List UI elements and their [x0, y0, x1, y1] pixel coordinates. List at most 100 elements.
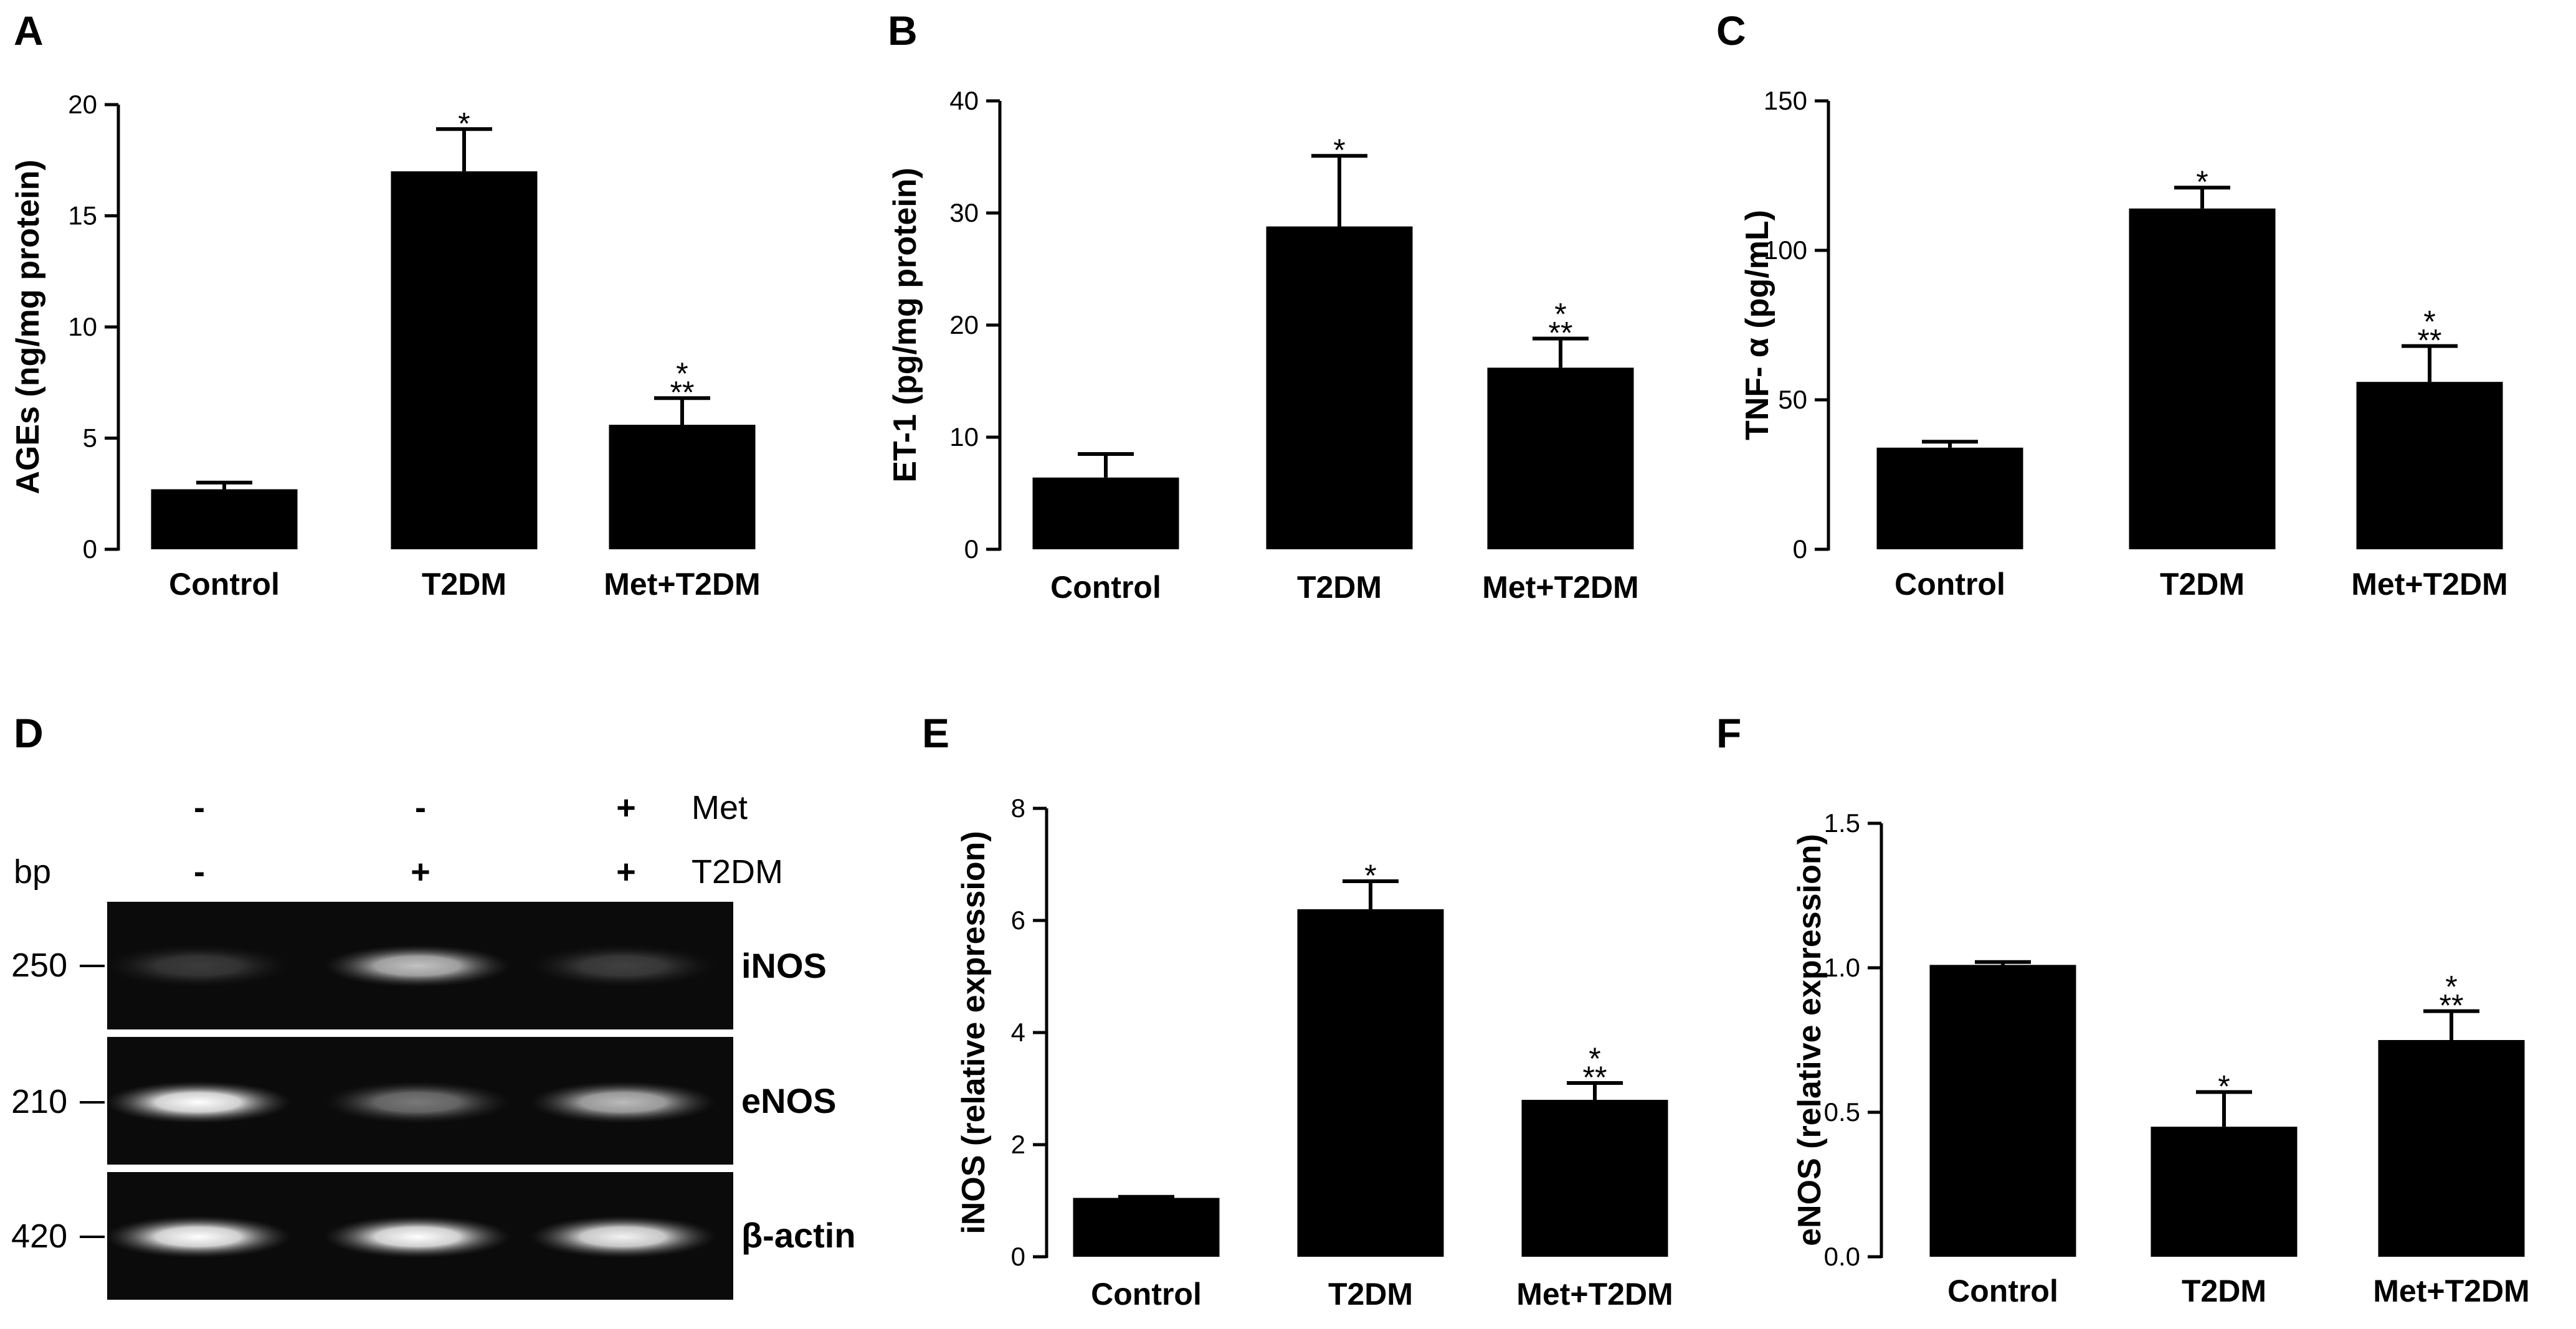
significance-marker: * [2218, 1069, 2230, 1104]
bar-met-t2dm [2356, 382, 2503, 549]
bar-control [1032, 477, 1179, 549]
gel-gene-inos: iNOS [741, 946, 827, 985]
category-label: T2DM [422, 567, 506, 602]
y-tick-label: 0.5 [1824, 1097, 1860, 1127]
gel-met-label: Met [692, 789, 748, 826]
y-tick-label: 100 [1764, 235, 1807, 265]
category-label: Control [1947, 1274, 2058, 1308]
panel-letter-a: A [14, 7, 44, 54]
y-tick-label: 20 [949, 310, 979, 339]
y-tick-label: 0 [1011, 1242, 1025, 1271]
bar-t2dm [1266, 226, 1413, 550]
y-tick-label: 50 [1778, 385, 1807, 414]
gel-bp-actin: 420 [11, 1218, 67, 1255]
bar-control [1876, 447, 2023, 549]
panel-letter-e: E [922, 710, 949, 756]
gel-band [530, 945, 716, 987]
category-label: Met+T2DM [1482, 570, 1638, 605]
gel-band [324, 1081, 511, 1123]
panel-letter-c: C [1716, 7, 1746, 54]
bar-met-t2dm [1487, 367, 1634, 549]
significance-marker: ** [1549, 316, 1573, 351]
category-label: Met+T2DM [604, 567, 760, 602]
significance-marker: * [676, 356, 688, 391]
gel-met-lane1: - [194, 789, 205, 826]
y-tick-label: 1.5 [1824, 808, 1860, 838]
category-label: Control [169, 567, 280, 602]
chart-a-ages: 0 5 10 15 20 AGEs (ng/mg protein) Control * T2DM… [10, 90, 761, 602]
category-label: T2DM [1297, 570, 1382, 605]
chart-b-et1: 0 10 20 30 40 ET-1 (pg/mg protein) Control * T2D… [887, 86, 1639, 605]
y-tick-label: 0.0 [1824, 1242, 1860, 1271]
significance-marker: * [1333, 133, 1345, 168]
gel-bp-enos: 210 [11, 1083, 67, 1120]
significance-marker: ** [2418, 323, 2442, 358]
panel-letter-f: F [1716, 710, 1741, 756]
y-tick-label: 0 [83, 534, 97, 564]
bar-control [151, 489, 298, 549]
gel-bands [105, 945, 716, 1258]
category-label: T2DM [1328, 1277, 1413, 1312]
gel-bp-label: bp [14, 853, 51, 891]
panel-letter-d: D [14, 710, 44, 756]
bar-t2dm [2151, 1127, 2298, 1257]
y-tick-label: 0 [964, 534, 979, 564]
significance-marker: ** [2440, 988, 2464, 1023]
y-tick-label: 6 [1011, 906, 1025, 935]
gel-t2dm-lane2: + [411, 853, 430, 891]
y-tick-label: 15 [68, 201, 97, 230]
category-label: Met+T2DM [2351, 567, 2507, 602]
category-label: Met+T2DM [2373, 1274, 2529, 1308]
gel-t2dm-lane3: + [616, 853, 636, 891]
bar-met-t2dm [2378, 1040, 2525, 1257]
significance-marker: * [458, 106, 470, 141]
y-axis-title: ET-1 (pg/mg protein) [887, 168, 923, 483]
bar-met-t2dm [609, 425, 756, 549]
y-tick-label: 4 [1011, 1018, 1025, 1047]
gel-t2dm-lane1: - [194, 853, 205, 891]
significance-marker: * [1554, 297, 1566, 332]
y-tick-label: 150 [1764, 86, 1807, 115]
category-label: Met+T2DM [1516, 1277, 1673, 1312]
bar-t2dm [1297, 909, 1444, 1257]
y-axis-title: AGEs (ng/mg protein) [10, 159, 46, 494]
y-axis-title: iNOS (relative expression) [956, 831, 992, 1234]
gel-t2dm-label: T2DM [692, 853, 783, 891]
gel-panel-d: - - + Met bp - + + T2DM 250 210 420 iNOS… [11, 789, 856, 1300]
y-tick-label: 30 [949, 198, 979, 227]
bar-t2dm [391, 171, 538, 550]
y-tick-label: 40 [949, 86, 979, 115]
gel-bp-inos: 250 [11, 947, 67, 984]
significance-marker: * [2423, 305, 2435, 339]
significance-marker: * [1364, 858, 1376, 893]
gel-gene-actin: β-actin [741, 1216, 856, 1255]
y-tick-label: 2 [1011, 1130, 1025, 1159]
category-label: T2DM [2182, 1274, 2266, 1308]
y-axis-title: TNF- α (pg/mL) [1739, 210, 1775, 440]
bar-met-t2dm [1521, 1100, 1668, 1257]
bar-t2dm [2129, 208, 2276, 549]
y-tick-label: 1.0 [1824, 953, 1860, 982]
significance-marker: * [2445, 970, 2457, 1005]
gel-met-lane2: - [415, 789, 426, 826]
category-label: Control [1091, 1277, 1202, 1312]
significance-marker: ** [1583, 1060, 1607, 1095]
y-axis-title: eNOS (relative expression) [1792, 834, 1828, 1246]
significance-marker: * [1589, 1041, 1600, 1076]
y-tick-label: 10 [68, 312, 97, 341]
bar-control [1929, 965, 2076, 1257]
significance-marker: * [2196, 164, 2208, 199]
gel-met-lane3: + [616, 789, 636, 826]
y-tick-label: 0 [1793, 534, 1807, 564]
y-tick-label: 10 [949, 422, 979, 452]
bar-control [1073, 1198, 1220, 1257]
significance-marker: ** [670, 375, 695, 410]
category-label: T2DM [2160, 567, 2245, 602]
category-label: Control [1894, 567, 2005, 602]
gel-gene-enos: eNOS [741, 1081, 837, 1120]
gel-band [324, 1216, 511, 1258]
gel-band [530, 1081, 716, 1123]
